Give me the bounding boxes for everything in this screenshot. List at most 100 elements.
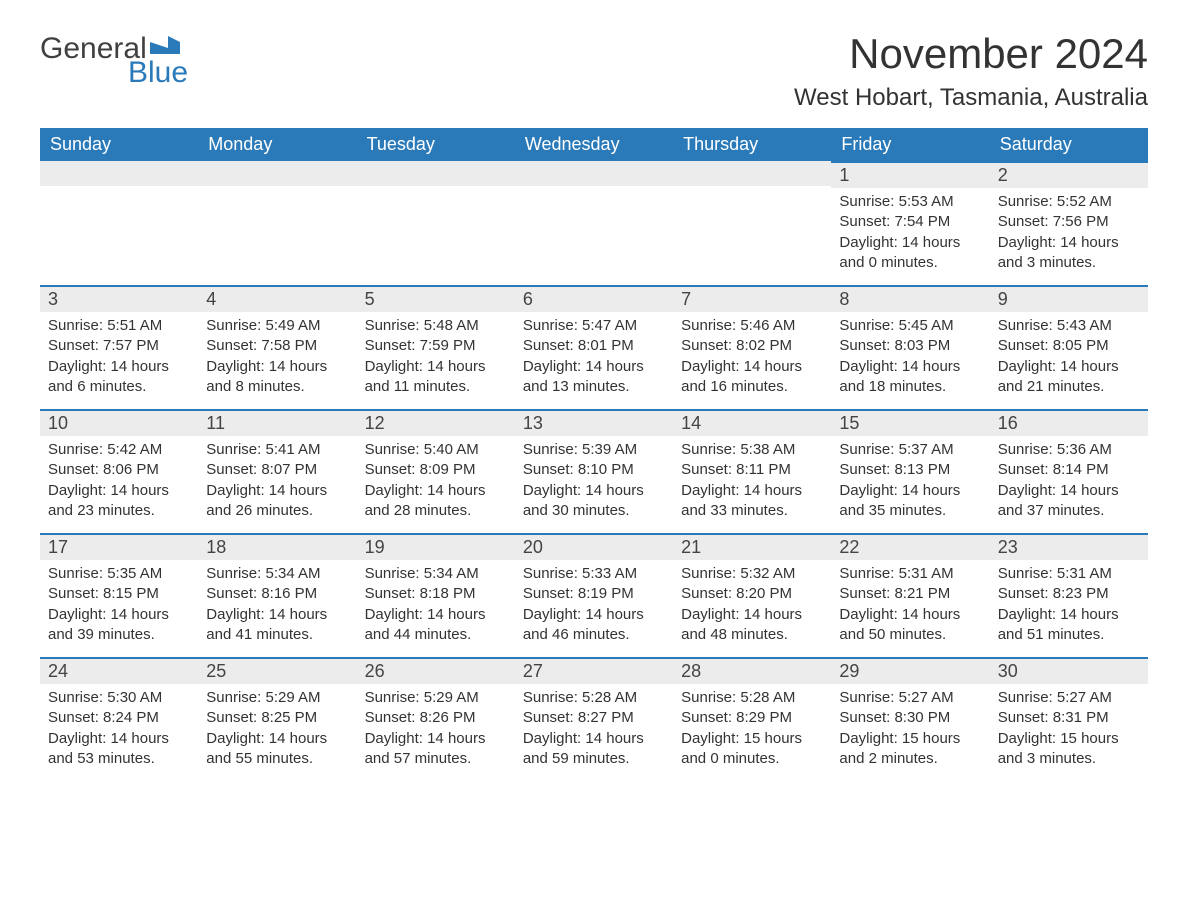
sunrise-line: Sunrise: 5:37 AM: [839, 440, 981, 460]
daylight-line: Daylight: 14 hours and 51 minutes.: [998, 605, 1140, 646]
day-header: Wednesday: [515, 128, 673, 161]
day-details: Sunrise: 5:53 AMSunset: 7:54 PMDaylight:…: [831, 188, 989, 283]
day-number: 6: [515, 285, 673, 312]
daylight-line: Daylight: 14 hours and 59 minutes.: [523, 729, 665, 770]
month-title: November 2024: [794, 30, 1148, 78]
day-number: 4: [198, 285, 356, 312]
daylight-line: Daylight: 14 hours and 57 minutes.: [365, 729, 507, 770]
sunrise-line: Sunrise: 5:36 AM: [998, 440, 1140, 460]
day-details: Sunrise: 5:39 AMSunset: 8:10 PMDaylight:…: [515, 436, 673, 531]
calendar-week-row: 24Sunrise: 5:30 AMSunset: 8:24 PMDayligh…: [40, 657, 1148, 781]
sunset-line: Sunset: 8:11 PM: [681, 460, 823, 480]
sunrise-line: Sunrise: 5:42 AM: [48, 440, 190, 460]
sunrise-line: Sunrise: 5:28 AM: [523, 688, 665, 708]
day-details: Sunrise: 5:27 AMSunset: 8:30 PMDaylight:…: [831, 684, 989, 779]
day-number: 13: [515, 409, 673, 436]
sunset-line: Sunset: 8:18 PM: [365, 584, 507, 604]
day-number: 19: [357, 533, 515, 560]
day-details: Sunrise: 5:35 AMSunset: 8:15 PMDaylight:…: [40, 560, 198, 655]
day-details: Sunrise: 5:34 AMSunset: 8:16 PMDaylight:…: [198, 560, 356, 655]
day-details: Sunrise: 5:42 AMSunset: 8:06 PMDaylight:…: [40, 436, 198, 531]
sunset-line: Sunset: 8:02 PM: [681, 336, 823, 356]
sunrise-line: Sunrise: 5:34 AM: [365, 564, 507, 584]
day-details: Sunrise: 5:28 AMSunset: 8:29 PMDaylight:…: [673, 684, 831, 779]
calendar-week-row: 3Sunrise: 5:51 AMSunset: 7:57 PMDaylight…: [40, 285, 1148, 409]
daylight-line: Daylight: 14 hours and 18 minutes.: [839, 357, 981, 398]
sunset-line: Sunset: 8:13 PM: [839, 460, 981, 480]
calendar-table: SundayMondayTuesdayWednesdayThursdayFrid…: [40, 128, 1148, 781]
day-number: 9: [990, 285, 1148, 312]
daylight-line: Daylight: 14 hours and 21 minutes.: [998, 357, 1140, 398]
calendar-day-cell: 20Sunrise: 5:33 AMSunset: 8:19 PMDayligh…: [515, 533, 673, 657]
calendar-day-cell: 26Sunrise: 5:29 AMSunset: 8:26 PMDayligh…: [357, 657, 515, 781]
calendar-day-cell: 9Sunrise: 5:43 AMSunset: 8:05 PMDaylight…: [990, 285, 1148, 409]
sunrise-line: Sunrise: 5:38 AM: [681, 440, 823, 460]
calendar-day-cell: 11Sunrise: 5:41 AMSunset: 8:07 PMDayligh…: [198, 409, 356, 533]
sunrise-line: Sunrise: 5:39 AM: [523, 440, 665, 460]
day-details: Sunrise: 5:37 AMSunset: 8:13 PMDaylight:…: [831, 436, 989, 531]
calendar-empty-cell: [673, 161, 831, 285]
day-number: 23: [990, 533, 1148, 560]
calendar-day-cell: 2Sunrise: 5:52 AMSunset: 7:56 PMDaylight…: [990, 161, 1148, 285]
calendar-day-cell: 14Sunrise: 5:38 AMSunset: 8:11 PMDayligh…: [673, 409, 831, 533]
day-header: Tuesday: [357, 128, 515, 161]
day-number: 10: [40, 409, 198, 436]
day-details: Sunrise: 5:43 AMSunset: 8:05 PMDaylight:…: [990, 312, 1148, 407]
day-number: 17: [40, 533, 198, 560]
daylight-line: Daylight: 14 hours and 11 minutes.: [365, 357, 507, 398]
day-details: Sunrise: 5:29 AMSunset: 8:25 PMDaylight:…: [198, 684, 356, 779]
sunrise-line: Sunrise: 5:46 AM: [681, 316, 823, 336]
daylight-line: Daylight: 14 hours and 41 minutes.: [206, 605, 348, 646]
sunrise-line: Sunrise: 5:51 AM: [48, 316, 190, 336]
day-details: Sunrise: 5:47 AMSunset: 8:01 PMDaylight:…: [515, 312, 673, 407]
day-details: Sunrise: 5:46 AMSunset: 8:02 PMDaylight:…: [673, 312, 831, 407]
calendar-day-cell: 12Sunrise: 5:40 AMSunset: 8:09 PMDayligh…: [357, 409, 515, 533]
calendar-day-cell: 8Sunrise: 5:45 AMSunset: 8:03 PMDaylight…: [831, 285, 989, 409]
day-number: 21: [673, 533, 831, 560]
sunrise-line: Sunrise: 5:48 AM: [365, 316, 507, 336]
day-details: Sunrise: 5:31 AMSunset: 8:21 PMDaylight:…: [831, 560, 989, 655]
calendar-day-cell: 22Sunrise: 5:31 AMSunset: 8:21 PMDayligh…: [831, 533, 989, 657]
sunrise-line: Sunrise: 5:29 AM: [206, 688, 348, 708]
calendar-day-cell: 4Sunrise: 5:49 AMSunset: 7:58 PMDaylight…: [198, 285, 356, 409]
calendar-day-cell: 18Sunrise: 5:34 AMSunset: 8:16 PMDayligh…: [198, 533, 356, 657]
calendar-day-cell: 30Sunrise: 5:27 AMSunset: 8:31 PMDayligh…: [990, 657, 1148, 781]
sunset-line: Sunset: 8:21 PM: [839, 584, 981, 604]
sunset-line: Sunset: 8:30 PM: [839, 708, 981, 728]
sunset-line: Sunset: 8:10 PM: [523, 460, 665, 480]
page-header: General Blue November 2024 West Hobart, …: [40, 30, 1148, 112]
calendar-day-cell: 10Sunrise: 5:42 AMSunset: 8:06 PMDayligh…: [40, 409, 198, 533]
day-details: Sunrise: 5:34 AMSunset: 8:18 PMDaylight:…: [357, 560, 515, 655]
calendar-header-row: SundayMondayTuesdayWednesdayThursdayFrid…: [40, 128, 1148, 161]
daylight-line: Daylight: 14 hours and 44 minutes.: [365, 605, 507, 646]
calendar-day-cell: 29Sunrise: 5:27 AMSunset: 8:30 PMDayligh…: [831, 657, 989, 781]
calendar-week-row: 1Sunrise: 5:53 AMSunset: 7:54 PMDaylight…: [40, 161, 1148, 285]
location-subtitle: West Hobart, Tasmania, Australia: [794, 84, 1148, 112]
daylight-line: Daylight: 14 hours and 13 minutes.: [523, 357, 665, 398]
sunrise-line: Sunrise: 5:47 AM: [523, 316, 665, 336]
title-block: November 2024 West Hobart, Tasmania, Aus…: [794, 30, 1148, 112]
day-number: 30: [990, 657, 1148, 684]
day-number: 18: [198, 533, 356, 560]
sunrise-line: Sunrise: 5:52 AM: [998, 192, 1140, 212]
calendar-empty-cell: [357, 161, 515, 285]
day-header: Monday: [198, 128, 356, 161]
day-number: 5: [357, 285, 515, 312]
day-details: Sunrise: 5:51 AMSunset: 7:57 PMDaylight:…: [40, 312, 198, 407]
day-details: Sunrise: 5:40 AMSunset: 8:09 PMDaylight:…: [357, 436, 515, 531]
sunset-line: Sunset: 8:03 PM: [839, 336, 981, 356]
sunset-line: Sunset: 8:15 PM: [48, 584, 190, 604]
day-details: Sunrise: 5:27 AMSunset: 8:31 PMDaylight:…: [990, 684, 1148, 779]
day-details: Sunrise: 5:38 AMSunset: 8:11 PMDaylight:…: [673, 436, 831, 531]
day-number: 26: [357, 657, 515, 684]
sunset-line: Sunset: 7:59 PM: [365, 336, 507, 356]
day-details: Sunrise: 5:29 AMSunset: 8:26 PMDaylight:…: [357, 684, 515, 779]
daylight-line: Daylight: 14 hours and 33 minutes.: [681, 481, 823, 522]
day-number: 11: [198, 409, 356, 436]
calendar-body: 1Sunrise: 5:53 AMSunset: 7:54 PMDaylight…: [40, 161, 1148, 781]
sunrise-line: Sunrise: 5:28 AM: [681, 688, 823, 708]
sunrise-line: Sunrise: 5:43 AM: [998, 316, 1140, 336]
sunrise-line: Sunrise: 5:30 AM: [48, 688, 190, 708]
sunrise-line: Sunrise: 5:27 AM: [998, 688, 1140, 708]
sunset-line: Sunset: 8:24 PM: [48, 708, 190, 728]
